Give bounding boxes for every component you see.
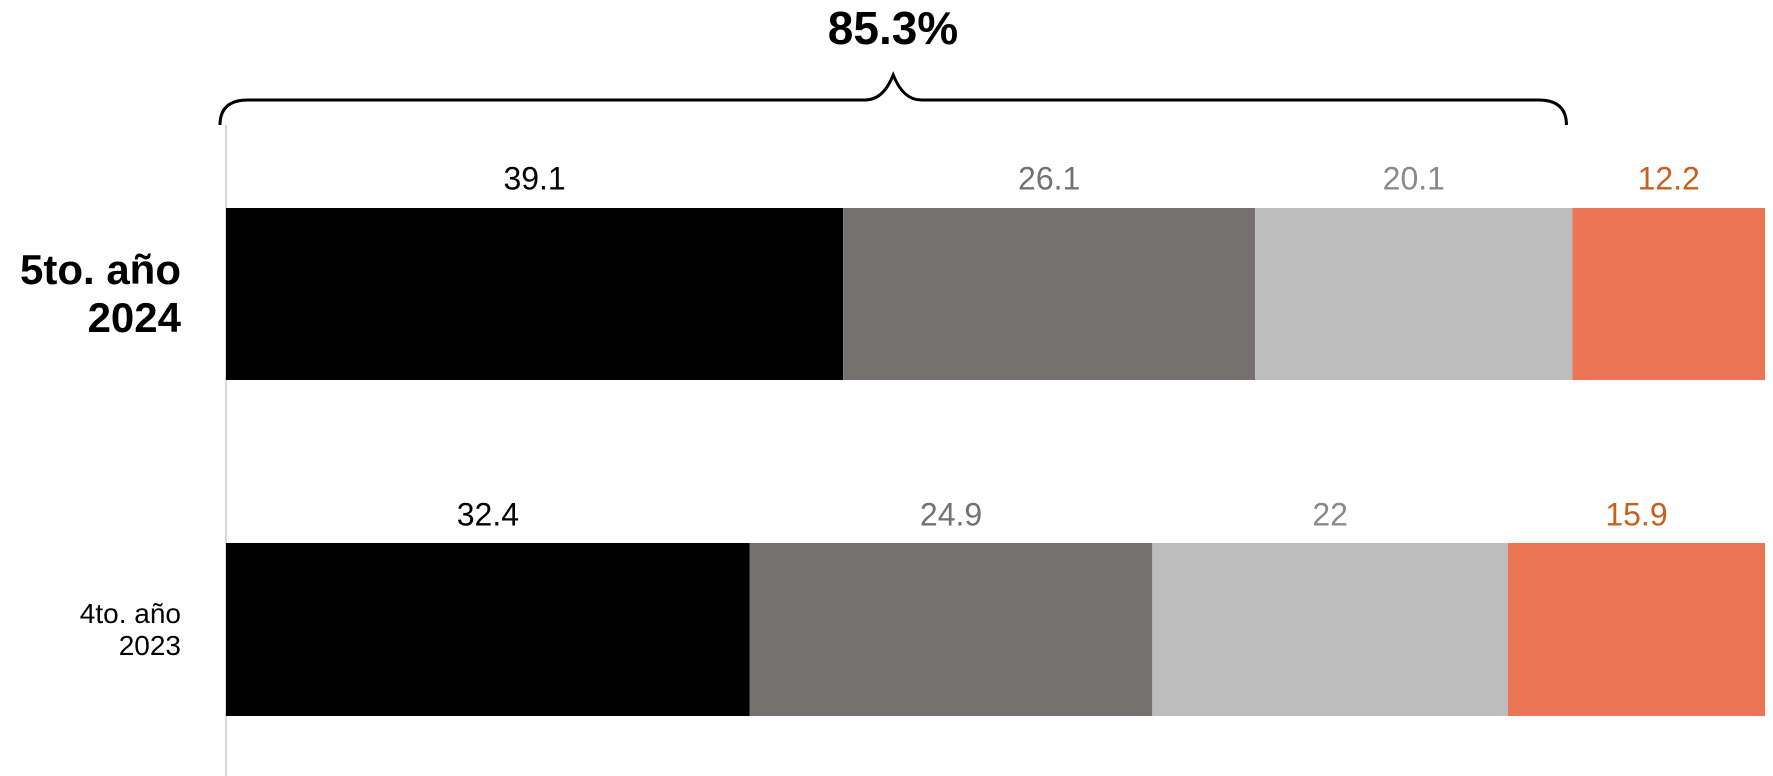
bar-segment [843,208,1256,380]
data-label: 15.9 [1605,496,1667,532]
category-label: 5to. año 2024 [19,245,181,341]
data-label: 39.1 [503,160,565,196]
annotation: 85.3% [828,2,958,54]
data-label: 22 [1312,496,1348,532]
bar-segment [1152,543,1508,716]
bar-segment [226,543,750,716]
bar-segment [226,208,844,380]
data-label: 20.1 [1383,160,1445,196]
data-label: 12.2 [1638,160,1700,196]
category-label: 4to. año 2023 [79,597,181,661]
data-label: 26.1 [1018,160,1080,196]
data-label: 32.4 [457,496,519,532]
bar-segment [1572,208,1765,380]
bar-segment [1255,208,1573,380]
bar-segment [1507,543,1765,716]
bar-segment [749,543,1153,716]
data-label: 24.9 [920,496,982,532]
brace [218,70,1568,126]
